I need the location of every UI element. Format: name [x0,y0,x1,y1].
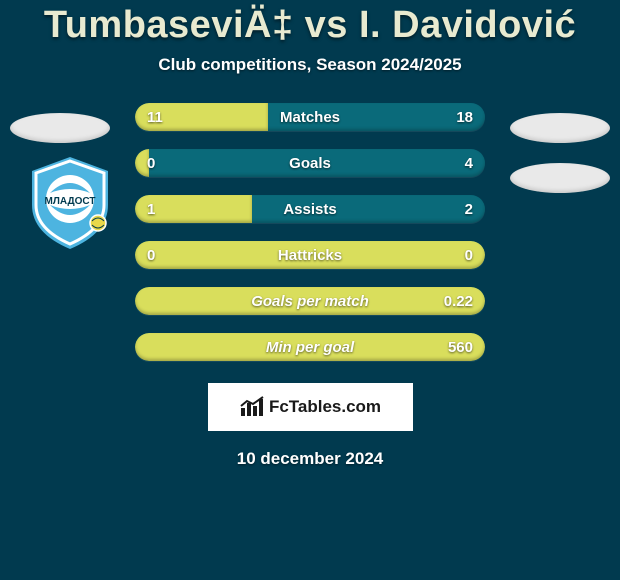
stat-row: Min per goal 560 [135,333,485,361]
stat-bars: 11 Matches 18 0 Goals 4 1 Assists 2 0 Hattricks 0 Go… [135,103,485,361]
stat-row: Goals per match 0.22 [135,287,485,315]
brand-badge[interactable]: FcTables.com [208,383,413,431]
stat-label: Goals [289,155,331,172]
stat-row: 0 Goals 4 [135,149,485,177]
svg-text:МЛАДОСТ: МЛАДОСТ [45,196,96,207]
stat-row: 1 Assists 2 [135,195,485,223]
stat-label: Min per goal [266,339,354,356]
page-subtitle: Club competitions, Season 2024/2025 [158,55,461,75]
team-left-logo: МЛАДОСТ [20,153,120,253]
stat-row: 0 Hattricks 0 [135,241,485,269]
player-left-avatar-placeholder [10,113,110,143]
stats-area: МЛАДОСТ 11 Matches 18 0 Goals 4 1 Assists 2 0 Hatt… [0,103,620,361]
snapshot-date: 10 december 2024 [237,449,384,469]
stat-value-right: 560 [448,339,473,356]
stat-value-left: 0 [147,247,155,264]
shield-icon: МЛАДОСТ [20,153,120,253]
page-title: TumbaseviÄ‡ vs I. Davidović [44,4,576,47]
stat-value-left: 11 [147,109,163,126]
player-right-avatar-placeholder [510,113,610,143]
stat-value-right: 0.22 [444,293,473,310]
stat-value-left: 1 [147,201,155,218]
comparison-infographic: TumbaseviÄ‡ vs I. Davidović Club competi… [0,0,620,580]
stat-value-right: 0 [465,247,473,264]
stat-value-right: 2 [465,201,473,218]
stat-label: Goals per match [251,293,369,310]
stat-label: Assists [283,201,336,218]
brand-text: FcTables.com [269,397,381,417]
stat-row: 11 Matches 18 [135,103,485,131]
chart-icon [239,396,265,418]
stat-label: Hattricks [278,247,342,264]
stat-value-right: 18 [456,109,473,126]
stat-value-right: 4 [465,155,473,172]
stat-label: Matches [280,109,340,126]
stat-value-left: 0 [147,155,155,172]
team-right-logo-placeholder [510,163,610,193]
